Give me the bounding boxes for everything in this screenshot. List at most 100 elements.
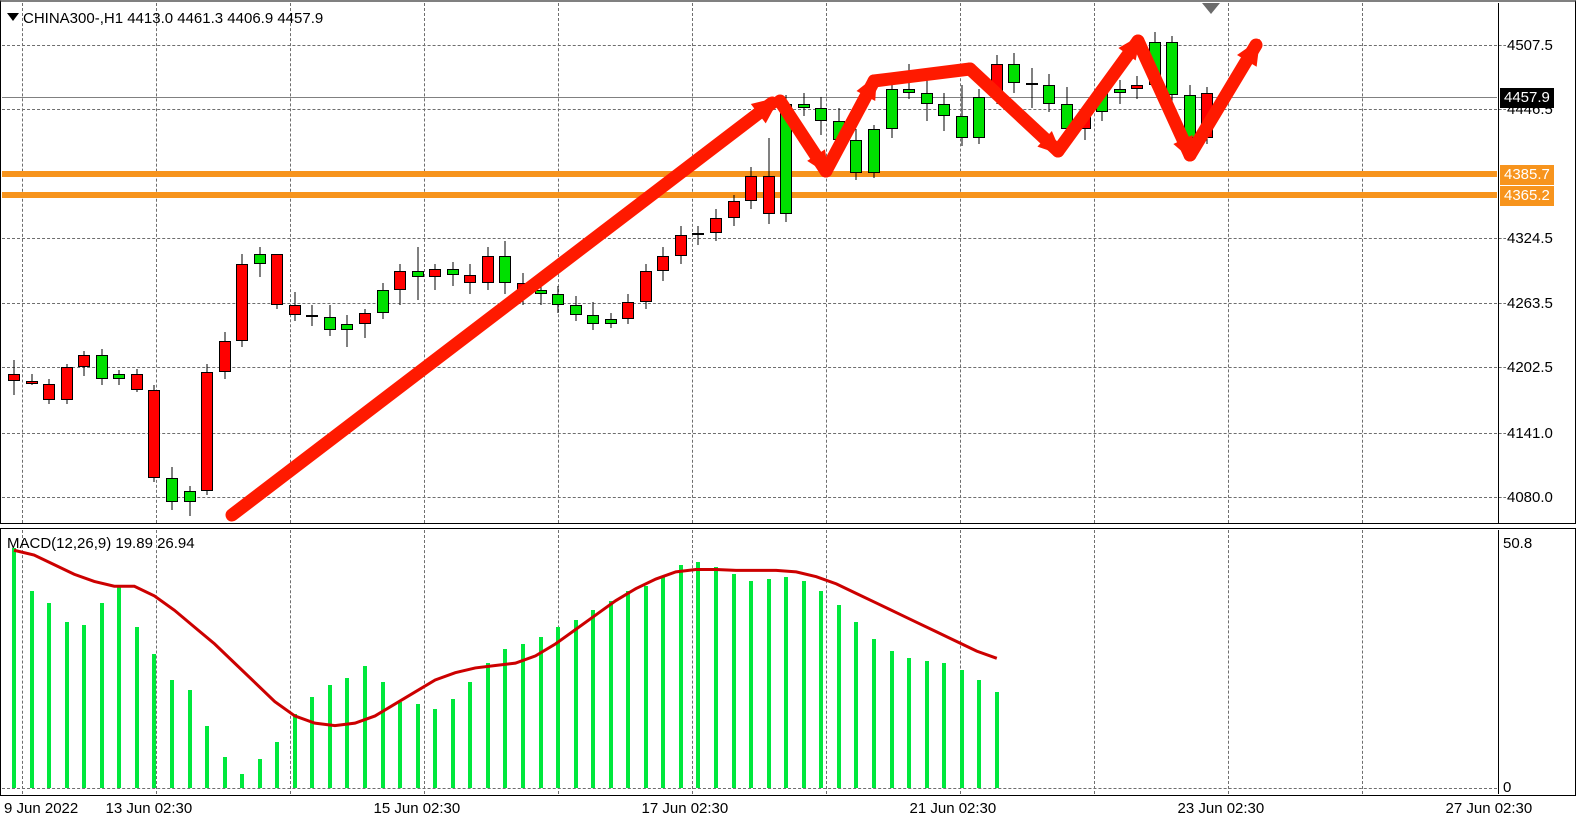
candle-body: [569, 304, 582, 316]
candlestick: [464, 3, 477, 523]
candlestick: [885, 3, 898, 523]
candle-body: [148, 390, 161, 478]
macd-histogram-bar: [82, 624, 87, 788]
candlestick: [903, 3, 916, 523]
macd-histogram-bar: [591, 610, 596, 788]
price-plot-area[interactable]: [2, 3, 1497, 523]
level-price-badge-1[interactable]: 4365.2: [1500, 186, 1554, 207]
time-tick-label: 9 Jun 2022: [4, 800, 79, 817]
candlestick: [43, 3, 56, 523]
candle-body: [288, 304, 301, 316]
macd-histogram-bar: [485, 663, 490, 788]
candlestick: [376, 3, 389, 523]
macd-histogram-bar: [626, 591, 631, 788]
candlestick: [920, 3, 933, 523]
candlestick: [745, 3, 758, 523]
vertical-gridline: [1093, 3, 1095, 523]
triangle-down-icon[interactable]: [7, 13, 19, 21]
candle-body: [113, 374, 126, 379]
candlestick: [1166, 3, 1179, 523]
candle-body: [25, 380, 38, 384]
price-tick-mark: [1499, 302, 1506, 304]
macd-histogram-bar: [99, 603, 104, 788]
macd-histogram-bar: [749, 581, 754, 788]
candle-body: [516, 283, 529, 290]
macd-histogram-bar: [784, 576, 789, 788]
candlestick: [481, 3, 494, 523]
candle-body: [201, 372, 214, 491]
candlestick: [148, 3, 161, 523]
vertical-gridline: [21, 3, 23, 523]
macd-histogram-bar: [29, 591, 34, 788]
candlestick: [1096, 3, 1109, 523]
candlestick: [411, 3, 424, 523]
macd-histogram-bar: [854, 622, 859, 788]
chart-top-marker-icon[interactable]: [1202, 3, 1220, 14]
candle-body: [692, 232, 705, 235]
candlestick: [867, 3, 880, 523]
candlestick: [552, 3, 565, 523]
candlestick: [78, 3, 91, 523]
macd-tick-label-min: 0: [1503, 779, 1512, 796]
candle-body: [1148, 42, 1161, 85]
candlestick: [130, 3, 143, 523]
macd-histogram-bar: [731, 574, 736, 788]
macd-histogram-bar: [205, 725, 210, 788]
macd-histogram-bar: [696, 562, 701, 788]
vertical-gridline: [289, 530, 291, 794]
price-chart-pane[interactable]: 4507.5 4446.5 4324.5 4263.5 4202.5 4141.0 4080…: [0, 0, 1576, 524]
candlestick: [534, 3, 547, 523]
candle-body: [867, 129, 880, 174]
price-axis[interactable]: 4507.5 4446.5 4324.5 4263.5 4202.5 4141.0 4080…: [1498, 3, 1576, 523]
macd-histogram-bar: [573, 619, 578, 788]
candle-body: [639, 270, 652, 303]
price-tick-mark: [1499, 45, 1506, 46]
macd-histogram-bar: [310, 696, 315, 788]
candlestick: [165, 3, 178, 523]
candlestick: [1113, 3, 1126, 523]
macd-histogram-bar: [871, 639, 876, 788]
macd-axis[interactable]: 50.8 0: [1498, 530, 1576, 796]
macd-histogram-bar: [345, 677, 350, 788]
price-tick-label: 4263.5: [1507, 294, 1553, 312]
candle-body: [376, 289, 389, 314]
candlestick: [657, 3, 670, 523]
macd-histogram-bar: [678, 564, 683, 788]
vertical-gridline: [825, 530, 827, 794]
candlestick: [938, 3, 951, 523]
candlestick: [8, 3, 20, 523]
macd-histogram-bar: [836, 605, 841, 788]
macd-histogram-bar: [292, 713, 297, 788]
candle-body: [236, 264, 249, 341]
candlestick: [955, 3, 968, 523]
candlestick: [1061, 3, 1073, 523]
candle-body: [411, 270, 424, 278]
candle-body: [271, 253, 284, 305]
macd-pane[interactable]: 50.8 0 MACD(12,26,9) 19.89 26.94: [0, 528, 1576, 796]
macd-histogram-bar: [520, 643, 525, 788]
level-price-badge-0[interactable]: 4385.7: [1500, 164, 1554, 185]
candlestick: [288, 3, 301, 523]
macd-histogram-bar: [468, 682, 473, 788]
macd-plot-area[interactable]: [2, 530, 1497, 794]
vertical-gridline: [1361, 3, 1363, 523]
candlestick: [1201, 3, 1214, 523]
candle-body: [903, 88, 916, 94]
macd-label: MACD(12,26,9) 19.89 26.94: [7, 535, 195, 552]
time-tick-label: 27 Jun 02:30: [1445, 800, 1533, 817]
time-axis[interactable]: 9 Jun 2022 13 Jun 02:30 15 Jun 02:30 17 Jun…: [0, 797, 1576, 825]
candlestick: [341, 3, 354, 523]
candle-body: [552, 293, 565, 305]
macd-histogram-bar: [959, 670, 964, 788]
candle-body: [446, 268, 459, 275]
candle-body: [464, 274, 477, 284]
candlestick: [323, 3, 336, 523]
candlestick: [306, 3, 319, 523]
candle-body: [710, 217, 722, 233]
macd-histogram-bar: [363, 665, 367, 788]
macd-histogram-bar: [380, 682, 385, 788]
candlestick: [797, 3, 810, 523]
symbol-header: CHINA300-,H1 4413.0 4461.3 4406.9 4457.9: [23, 10, 324, 27]
time-tick-label: 15 Jun 02:30: [373, 800, 461, 817]
